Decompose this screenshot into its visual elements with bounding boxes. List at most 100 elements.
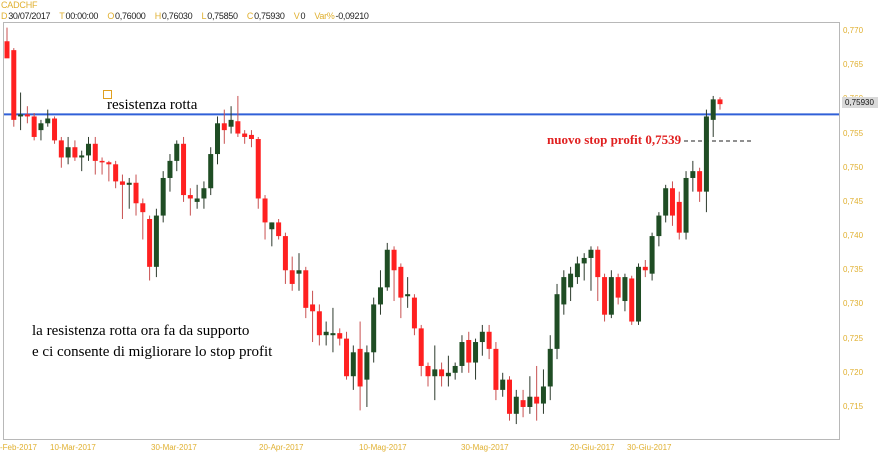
x-tick-label: 10-Mar-2017	[50, 443, 96, 452]
bear-candle	[411, 297, 417, 329]
bear-candle	[303, 270, 309, 308]
bull-candle	[174, 143, 180, 161]
last-price-tag: 0,75930	[842, 97, 878, 108]
bull-candle	[18, 114, 24, 117]
y-tick-label: 0,770	[843, 26, 864, 35]
x-tick-label: 30-Giu-2017	[627, 443, 672, 452]
bull-candle	[432, 369, 438, 377]
bear-candle	[398, 266, 404, 298]
bear-candle	[235, 121, 241, 134]
bull-candle	[568, 273, 574, 288]
low-value: 0,75850	[207, 11, 238, 21]
bear-candle	[506, 379, 512, 414]
bear-candle	[391, 249, 397, 271]
bear-candle	[262, 198, 268, 223]
bear-candle	[595, 249, 601, 278]
bull-candle	[656, 215, 662, 237]
bear-candle	[289, 270, 295, 284]
bear-candle	[24, 114, 30, 117]
volume-value: 0	[300, 11, 306, 21]
symbol-label: CADCHF	[1, 0, 38, 10]
time-key: T	[59, 11, 65, 21]
volume-key: V	[293, 11, 300, 21]
x-tick-label: 20-Giu-2017	[570, 443, 615, 452]
bull-candle	[513, 396, 519, 414]
open-key: O	[107, 11, 115, 21]
bull-candle	[690, 171, 696, 178]
high-value: 0,76030	[161, 11, 193, 21]
y-tick-label: 0,730	[843, 299, 864, 309]
close-value: 0,75930	[254, 11, 285, 21]
bull-candle	[371, 304, 377, 353]
y-tick-label: 0,735	[843, 265, 864, 275]
y-tick-label: 0,725	[843, 333, 864, 343]
bear-candle	[676, 201, 682, 233]
bull-candle	[540, 386, 546, 404]
y-tick-label: 0,740	[843, 231, 864, 241]
x-tick-label: 30-Mag-2017	[461, 443, 509, 452]
bull-candle	[296, 270, 302, 274]
bear-candle	[276, 222, 282, 237]
bull-candle	[384, 249, 390, 288]
bull-candle	[527, 396, 533, 407]
bear-candle	[642, 266, 648, 271]
bull-candle	[649, 236, 655, 274]
bear-candle	[615, 277, 621, 298]
bull-candle	[79, 155, 85, 158]
bear-candle	[602, 277, 608, 315]
var-value: -0,09210	[335, 11, 369, 21]
bull-candle	[588, 249, 594, 258]
bull-candle	[683, 177, 689, 233]
bull-candle	[364, 352, 370, 380]
bear-candle	[99, 160, 105, 163]
date-key: D	[1, 11, 8, 21]
bear-candle	[425, 365, 431, 377]
bull-candle	[350, 352, 356, 377]
bear-candle	[418, 328, 424, 366]
x-tick-label: 30-Mar-2017	[151, 443, 197, 452]
bull-candle	[703, 116, 709, 192]
bull-candle	[405, 294, 411, 297]
bull-candle	[201, 188, 207, 199]
y-tick-label: 0,720	[843, 367, 864, 377]
var-key: Var%	[314, 11, 335, 21]
bear-candle	[4, 41, 10, 59]
bull-candle	[377, 287, 383, 305]
bear-candle	[133, 182, 139, 204]
bull-candle	[445, 372, 451, 377]
bull-candle	[452, 365, 458, 373]
bull-candle	[269, 222, 275, 230]
date-value: 30/07/2017	[8, 11, 51, 21]
bull-candle	[459, 342, 465, 366]
bull-candle	[153, 215, 159, 267]
bear-candle	[344, 338, 350, 377]
bull-candle	[323, 331, 329, 336]
low-key: L	[201, 11, 207, 21]
bull-candle	[622, 277, 628, 302]
bear-candle	[534, 396, 540, 404]
stop-profit-label: nuovo stop profit 0,7539	[547, 132, 682, 147]
bull-candle	[65, 147, 71, 158]
bear-candle	[31, 116, 37, 137]
chart-frame[interactable]	[3, 22, 840, 440]
bull-candle	[167, 160, 173, 178]
x-tick-label: 10-Mag-2017	[359, 443, 407, 452]
x-tick-label: -Feb-2017	[0, 443, 37, 452]
bear-candle	[221, 123, 227, 131]
bear-candle	[697, 171, 703, 192]
close-key: C	[246, 11, 254, 21]
open-value: 0,76000	[115, 11, 146, 21]
bear-candle	[119, 181, 125, 185]
bear-candle	[92, 143, 98, 161]
annotation-anchor-icon[interactable]	[103, 90, 112, 99]
bear-candle	[242, 133, 248, 137]
bear-candle	[466, 339, 472, 363]
bull-candle	[663, 188, 669, 216]
bear-candle	[58, 140, 64, 158]
support-note-line2: e ci consente di migliorare lo stop prof…	[32, 344, 273, 360]
y-tick-label: 0,755	[843, 128, 864, 138]
bull-candle	[561, 277, 567, 305]
bull-candle	[473, 342, 479, 363]
bull-candle	[208, 154, 214, 189]
